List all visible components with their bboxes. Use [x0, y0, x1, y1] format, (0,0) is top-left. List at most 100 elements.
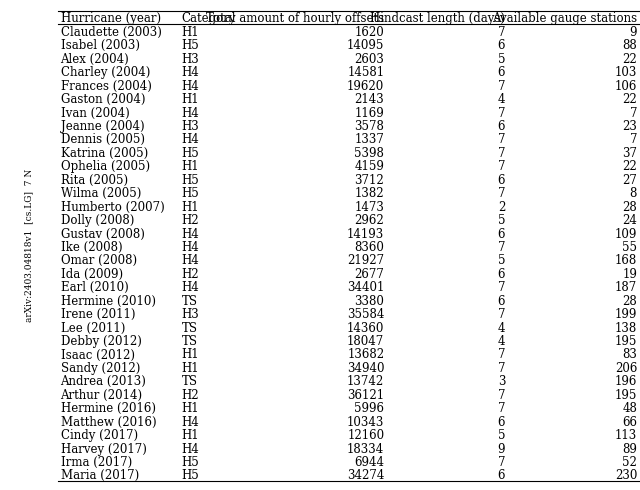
Text: 14360: 14360: [347, 321, 385, 335]
Text: 7: 7: [498, 80, 505, 93]
Text: arXiv:2403.04818v1  [cs.LG]  7 N: arXiv:2403.04818v1 [cs.LG] 7 N: [24, 169, 33, 321]
Text: TS: TS: [181, 375, 197, 389]
Text: 5: 5: [498, 214, 505, 227]
Text: 1473: 1473: [355, 200, 385, 214]
Text: 106: 106: [614, 80, 637, 93]
Text: 6: 6: [498, 268, 505, 281]
Text: 13682: 13682: [348, 348, 385, 362]
Text: 8: 8: [630, 187, 637, 200]
Text: H5: H5: [181, 39, 199, 52]
Text: 7: 7: [498, 308, 505, 321]
Text: Sandy (2012): Sandy (2012): [61, 362, 140, 375]
Text: 7: 7: [498, 362, 505, 375]
Text: 2962: 2962: [355, 214, 385, 227]
Text: 83: 83: [622, 348, 637, 362]
Text: Matthew (2016): Matthew (2016): [61, 416, 156, 429]
Text: 36121: 36121: [348, 389, 385, 402]
Text: 37: 37: [622, 147, 637, 160]
Text: 1620: 1620: [355, 26, 385, 39]
Text: Irma (2017): Irma (2017): [61, 456, 132, 469]
Text: Irene (2011): Irene (2011): [61, 308, 135, 321]
Text: H4: H4: [181, 416, 199, 429]
Text: Jeanne (2004): Jeanne (2004): [61, 120, 144, 133]
Text: 1382: 1382: [355, 187, 385, 200]
Text: H5: H5: [181, 456, 199, 469]
Text: TS: TS: [181, 335, 197, 348]
Text: H3: H3: [181, 308, 199, 321]
Text: Humberto (2007): Humberto (2007): [61, 200, 164, 214]
Text: 13742: 13742: [347, 375, 385, 389]
Text: 7: 7: [498, 160, 505, 173]
Text: Omar (2008): Omar (2008): [61, 254, 136, 268]
Text: H4: H4: [181, 442, 199, 456]
Text: H5: H5: [181, 187, 199, 200]
Text: 14193: 14193: [347, 227, 385, 241]
Text: 6: 6: [498, 120, 505, 133]
Text: 14095: 14095: [347, 39, 385, 52]
Text: 8360: 8360: [355, 241, 385, 254]
Text: Hermine (2016): Hermine (2016): [61, 402, 156, 415]
Text: H3: H3: [181, 120, 199, 133]
Text: 103: 103: [614, 66, 637, 79]
Text: H1: H1: [181, 429, 199, 442]
Text: H1: H1: [181, 362, 199, 375]
Text: 187: 187: [615, 281, 637, 294]
Text: Hermine (2010): Hermine (2010): [61, 294, 156, 308]
Text: Maria (2017): Maria (2017): [61, 469, 139, 483]
Text: Rita (2005): Rita (2005): [61, 174, 127, 187]
Text: Isabel (2003): Isabel (2003): [61, 39, 140, 52]
Text: H4: H4: [181, 133, 199, 147]
Text: Lee (2011): Lee (2011): [61, 321, 125, 335]
Text: 22: 22: [622, 160, 637, 173]
Text: 5: 5: [498, 53, 505, 66]
Text: 7: 7: [498, 106, 505, 120]
Text: H1: H1: [181, 200, 199, 214]
Text: Andrea (2013): Andrea (2013): [61, 375, 147, 389]
Text: 2: 2: [498, 200, 505, 214]
Text: 7: 7: [498, 456, 505, 469]
Text: H1: H1: [181, 160, 199, 173]
Text: H5: H5: [181, 174, 199, 187]
Text: 3380: 3380: [355, 294, 385, 308]
Text: 196: 196: [614, 375, 637, 389]
Text: Ike (2008): Ike (2008): [61, 241, 122, 254]
Text: 34401: 34401: [347, 281, 385, 294]
Text: Charley (2004): Charley (2004): [61, 66, 150, 79]
Text: 6: 6: [498, 66, 505, 79]
Text: 109: 109: [614, 227, 637, 241]
Text: H4: H4: [181, 80, 199, 93]
Text: 6: 6: [498, 469, 505, 483]
Text: 113: 113: [615, 429, 637, 442]
Text: Debby (2012): Debby (2012): [61, 335, 141, 348]
Text: 4: 4: [498, 335, 505, 348]
Text: 27: 27: [622, 174, 637, 187]
Text: 18334: 18334: [347, 442, 385, 456]
Text: 7: 7: [498, 241, 505, 254]
Text: Ida (2009): Ida (2009): [61, 268, 123, 281]
Text: 22: 22: [622, 93, 637, 106]
Text: 21927: 21927: [348, 254, 385, 268]
Text: 3712: 3712: [355, 174, 385, 187]
Text: H2: H2: [181, 389, 199, 402]
Text: 4: 4: [498, 321, 505, 335]
Text: H5: H5: [181, 147, 199, 160]
Text: Gustav (2008): Gustav (2008): [61, 227, 145, 241]
Text: 6944: 6944: [355, 456, 385, 469]
Text: Hindcast length (days): Hindcast length (days): [370, 12, 505, 25]
Text: Category: Category: [181, 12, 236, 25]
Text: 7: 7: [498, 389, 505, 402]
Text: 4159: 4159: [355, 160, 385, 173]
Text: 66: 66: [622, 416, 637, 429]
Text: H4: H4: [181, 227, 199, 241]
Text: 168: 168: [615, 254, 637, 268]
Text: H1: H1: [181, 26, 199, 39]
Text: 199: 199: [614, 308, 637, 321]
Text: 7: 7: [498, 281, 505, 294]
Text: 2603: 2603: [355, 53, 385, 66]
Text: 7: 7: [630, 133, 637, 147]
Text: H2: H2: [181, 214, 199, 227]
Text: 2677: 2677: [355, 268, 385, 281]
Text: 7: 7: [498, 147, 505, 160]
Text: 6: 6: [498, 294, 505, 308]
Text: 7: 7: [498, 187, 505, 200]
